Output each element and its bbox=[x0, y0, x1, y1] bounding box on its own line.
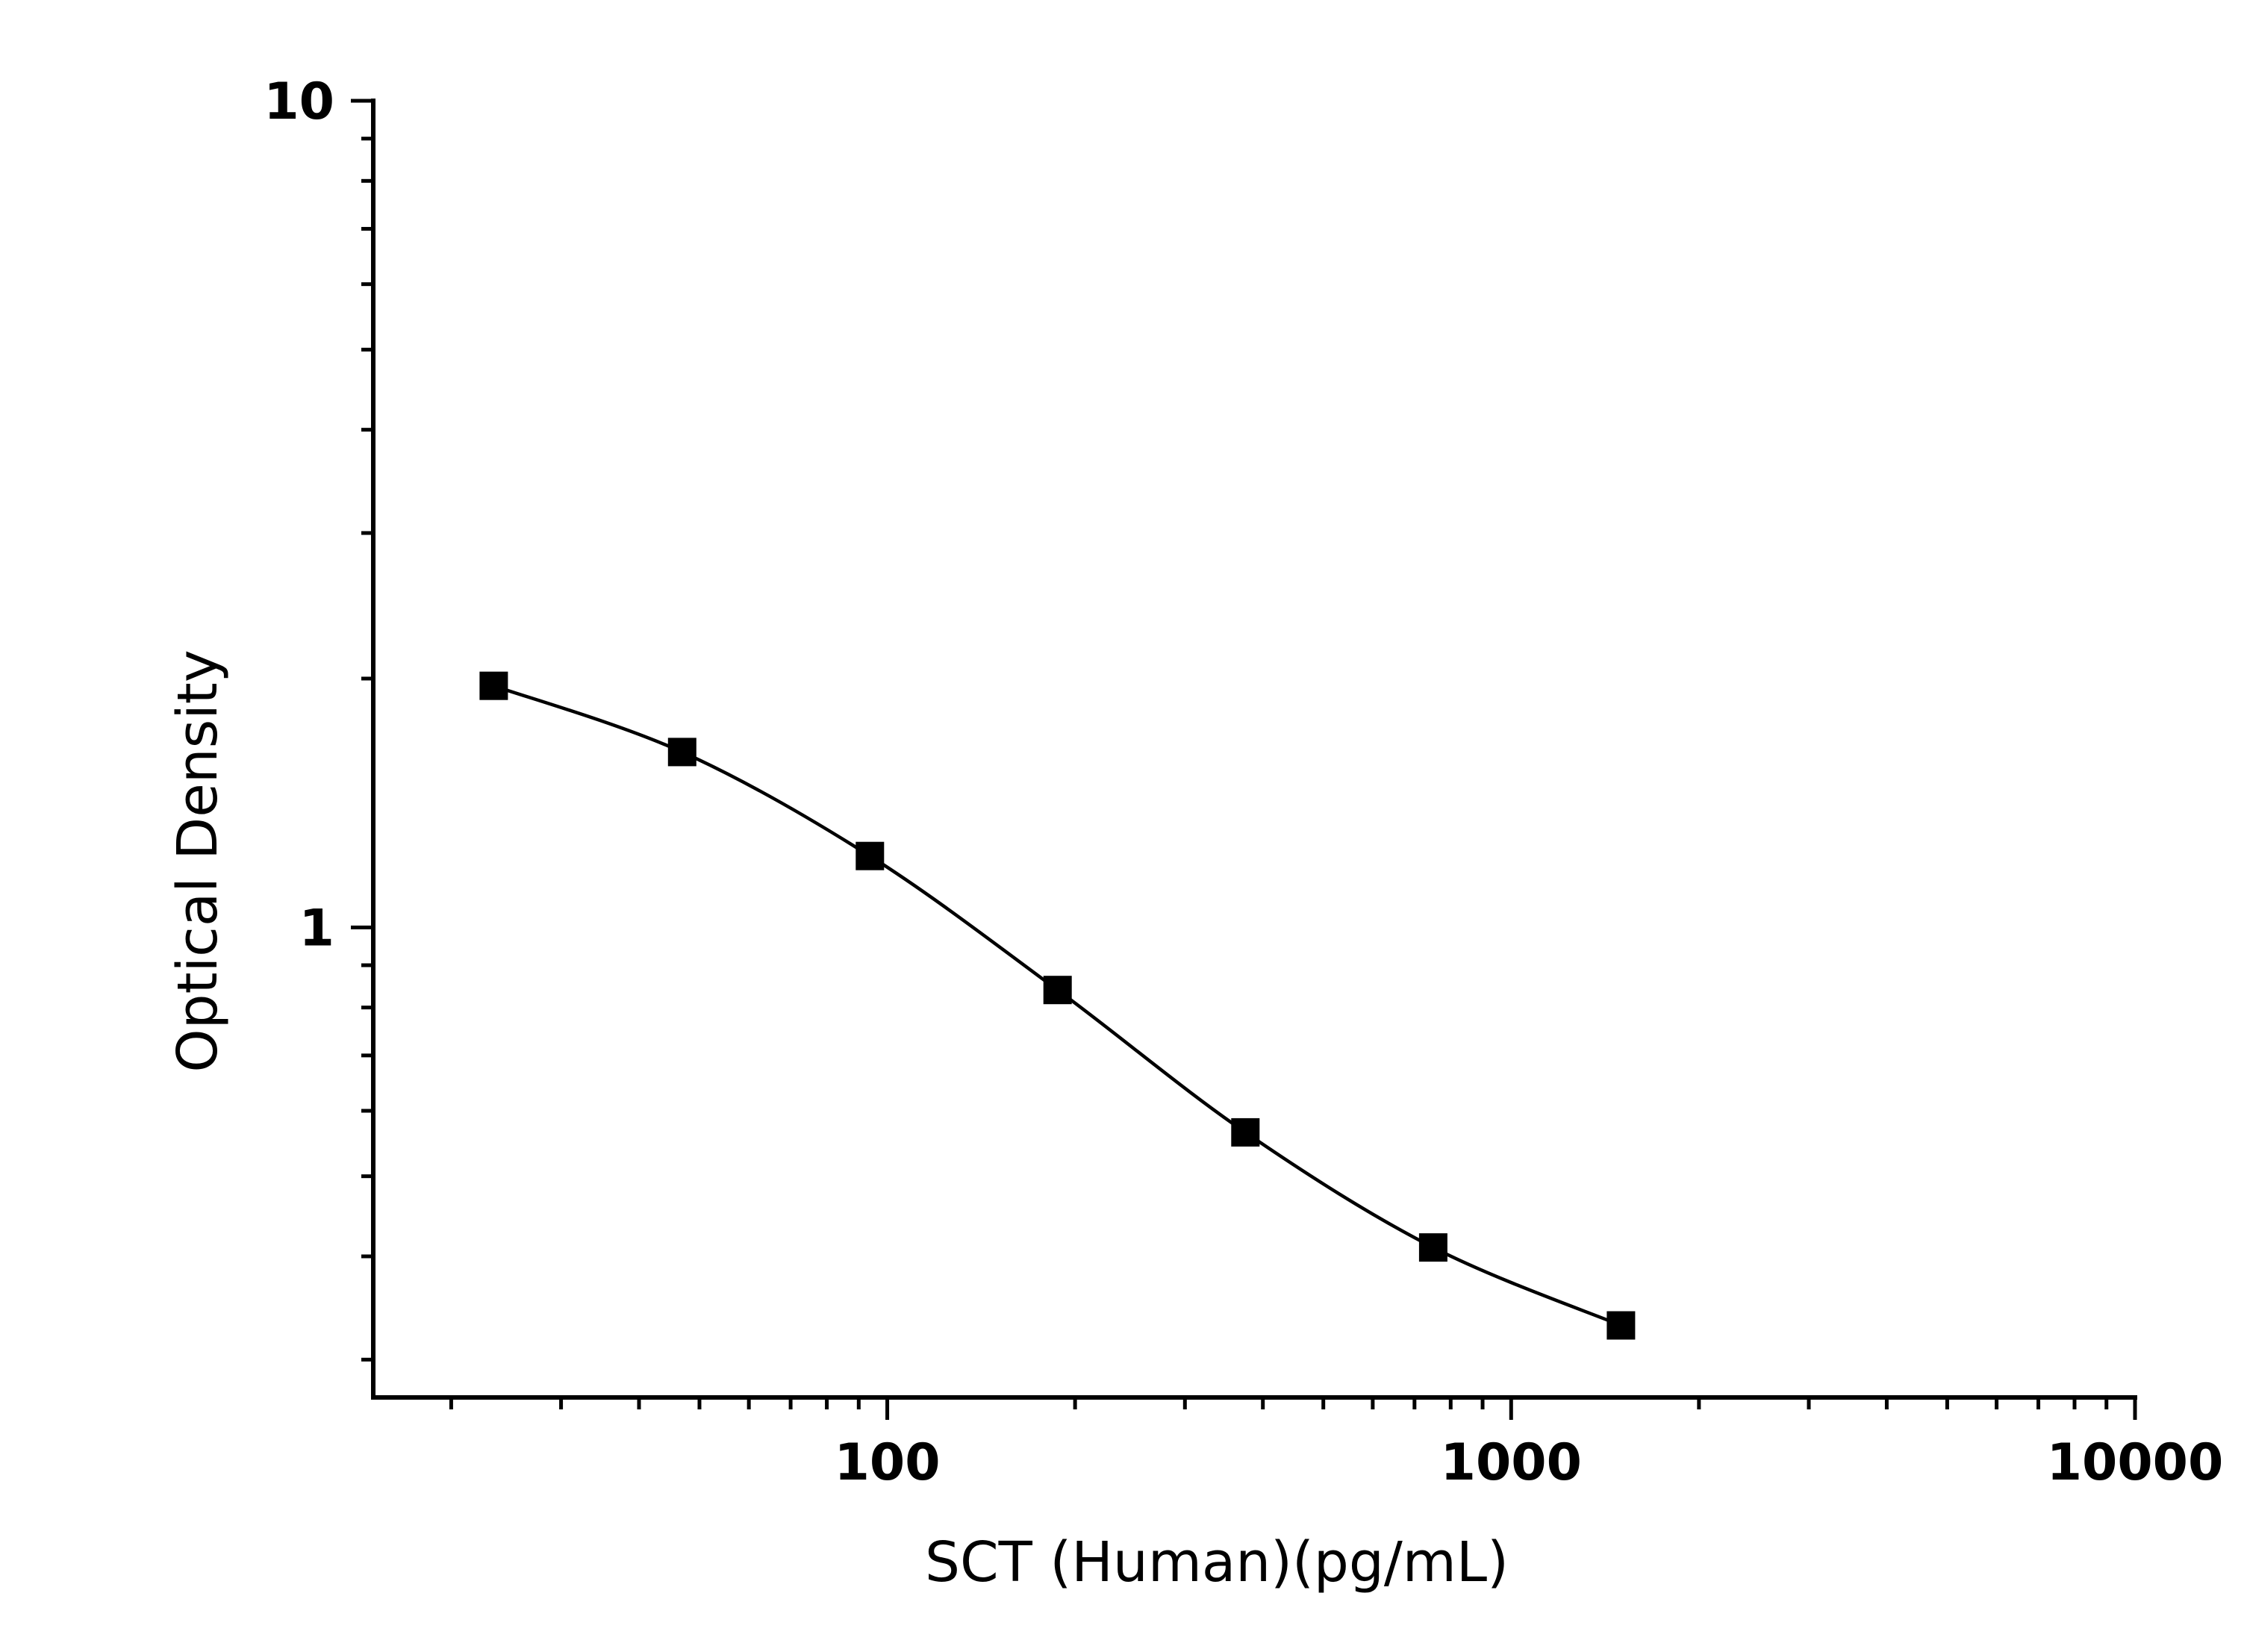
x-tick-label: 10000 bbox=[2047, 1433, 2224, 1492]
y-tick-label: 10 bbox=[264, 72, 334, 131]
axes bbox=[371, 99, 2137, 1400]
data-point bbox=[479, 671, 508, 700]
data-point bbox=[1231, 1118, 1260, 1147]
y-axis-title: Optical Density bbox=[166, 649, 230, 1072]
data-point bbox=[1043, 976, 1072, 1005]
data-point bbox=[1418, 1233, 1447, 1262]
x-tick-label: 1000 bbox=[1441, 1433, 1582, 1492]
x-axis-tick-labels: 100 1000 10000 bbox=[835, 1433, 2224, 1492]
y-axis-ticks bbox=[351, 99, 373, 1362]
y-axis-tick-labels: 1 10 bbox=[264, 72, 334, 958]
data-point bbox=[1606, 1311, 1636, 1340]
fit-curve bbox=[493, 684, 1622, 1327]
data-point bbox=[667, 738, 696, 767]
x-axis-title: SCT (Human)(pg/mL) bbox=[925, 1530, 1509, 1595]
y-tick-label: 1 bbox=[299, 899, 334, 958]
data-point bbox=[855, 841, 885, 870]
data-markers bbox=[479, 671, 1636, 1340]
x-axis-ticks bbox=[449, 1397, 2137, 1420]
x-tick-label: 100 bbox=[835, 1433, 941, 1492]
